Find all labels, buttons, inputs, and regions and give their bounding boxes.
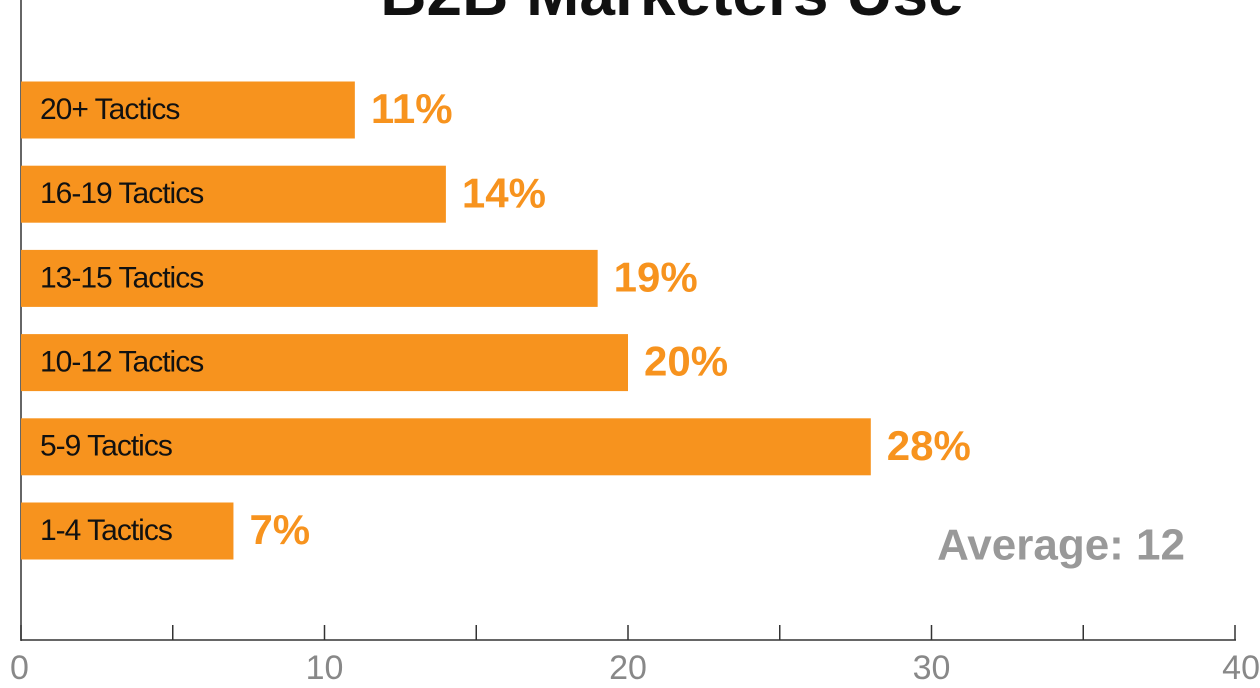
category-label: 10-12 Tactics [40,346,203,379]
category-label: 13-15 Tactics [40,261,203,294]
annotation: Average: 12 [937,521,1185,570]
value-label: 28% [887,422,971,469]
value-label: 19% [614,253,698,300]
bar [21,165,446,223]
bar [21,502,234,560]
value-label: 20% [644,338,728,385]
x-tick-label: 10 [306,649,344,687]
category-label: 20+ Tactics [40,93,179,126]
value-label: 7% [249,506,310,553]
x-tick-label: 30 [913,649,951,687]
category-label: 5-9 Tactics [40,430,172,463]
value-label: 14% [462,169,546,216]
x-tick-label: 40 [1222,649,1260,687]
x-tick-label: 0 [10,649,29,687]
bar [21,249,598,307]
category-label: 1-4 Tactics [40,514,172,547]
bar [21,418,871,476]
bar [21,334,628,392]
chart-title: B2B Marketers Use [380,0,963,29]
x-tick-label: 20 [609,649,647,687]
bar [21,81,355,139]
value-label: 11% [371,85,453,132]
category-label: 16-19 Tactics [40,177,203,210]
